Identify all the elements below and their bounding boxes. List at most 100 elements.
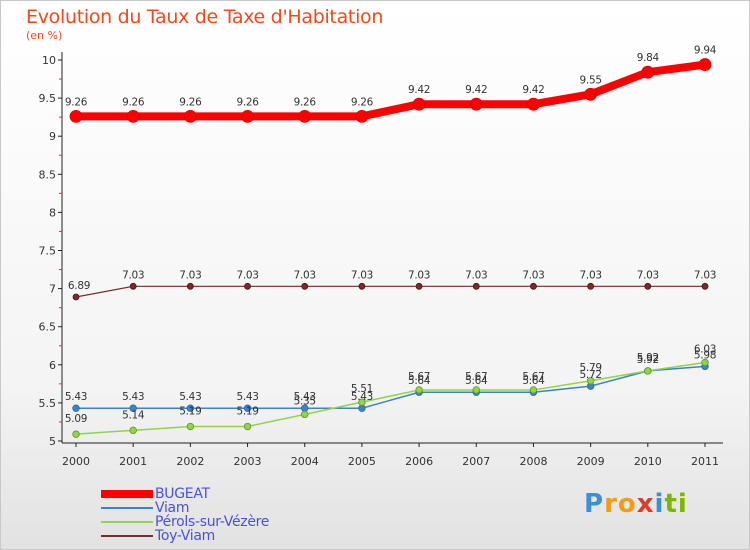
series-point-3 xyxy=(644,282,652,290)
y-tick-label: 5.5 xyxy=(39,397,57,410)
data-label: 9.26 xyxy=(351,96,374,108)
data-label: 7.03 xyxy=(179,269,201,281)
x-tick-label: 2000 xyxy=(62,455,90,468)
series-point-0 xyxy=(355,109,369,123)
data-label: 7.03 xyxy=(122,269,144,281)
series-point-2 xyxy=(129,426,137,435)
chart-title: Evolution du Taux de Taxe d'Habitation xyxy=(26,6,384,28)
x-tick-label: 2002 xyxy=(176,455,204,468)
series-point-2 xyxy=(586,377,595,385)
logo-letter: i xyxy=(677,489,688,519)
series-point-0 xyxy=(527,97,540,111)
series-point-0 xyxy=(126,109,140,123)
data-label: 5.92 xyxy=(637,352,659,364)
data-label: 5.92 xyxy=(637,354,659,366)
data-label: 9.26 xyxy=(179,96,202,108)
data-label: 5.43 xyxy=(122,391,144,403)
legend-swatch xyxy=(101,521,153,523)
series-point-3 xyxy=(129,282,137,290)
data-label: 5.64 xyxy=(522,375,545,387)
y-tick-label: 6.5 xyxy=(39,321,57,334)
data-label: 5.43 xyxy=(351,391,373,403)
data-label: 5.43 xyxy=(179,391,201,403)
logo-letter: r xyxy=(604,489,618,519)
series-point-1 xyxy=(72,404,80,412)
data-label: 9.26 xyxy=(122,96,145,108)
series-point-0 xyxy=(69,109,83,123)
series-point-0 xyxy=(241,109,254,123)
y-tick-label: 9 xyxy=(49,130,56,143)
legend-label: Toy-Viam xyxy=(155,528,215,544)
series-lines xyxy=(72,60,709,435)
series-line-2 xyxy=(75,361,706,435)
y-tick-label: 9.5 xyxy=(39,92,57,105)
x-tick-label: 2004 xyxy=(291,455,319,468)
series-point-1 xyxy=(358,404,366,412)
series-point-3 xyxy=(186,282,194,290)
data-label: 5.14 xyxy=(122,409,145,421)
y-tick-label: 7 xyxy=(49,283,56,296)
data-label: 5.67 xyxy=(522,371,544,383)
data-label: 5.09 xyxy=(65,413,87,425)
legend-label: Pérols-sur-Vézère xyxy=(155,514,270,530)
data-label: 5.43 xyxy=(294,391,316,403)
data-label: 5.98 xyxy=(694,349,716,361)
data-label: 5.19 xyxy=(236,406,258,418)
series-point-0 xyxy=(183,109,197,123)
series-point-3 xyxy=(587,282,595,290)
data-label: 9.26 xyxy=(65,96,88,108)
x-tick-label: 2001 xyxy=(119,455,147,468)
data-label: 5.79 xyxy=(580,362,602,374)
proxiti-logo: Proxiti xyxy=(584,489,688,519)
data-label: 5.19 xyxy=(179,406,201,418)
data-label: 5.35 xyxy=(294,395,316,407)
series-point-1 xyxy=(129,404,137,412)
legend-label: BUGEAT xyxy=(155,486,210,502)
data-label: 7.03 xyxy=(522,269,544,281)
data-label: 9.55 xyxy=(580,74,602,86)
data-label: 9.94 xyxy=(694,45,717,57)
data-label: 7.03 xyxy=(465,269,487,281)
data-label: 6.03 xyxy=(694,344,716,356)
legend-label: Viam xyxy=(155,500,190,516)
series-point-2 xyxy=(415,386,423,394)
series-point-3 xyxy=(72,293,80,301)
legend-swatch xyxy=(101,535,153,537)
y-tick-label: 8.5 xyxy=(39,168,57,181)
x-tick-label: 2009 xyxy=(577,455,605,468)
series-point-2 xyxy=(701,358,709,367)
data-label: 9.42 xyxy=(465,84,487,96)
x-tick-label: 2011 xyxy=(691,455,719,468)
y-tick-label: 6 xyxy=(49,359,56,372)
x-tick-label: 2005 xyxy=(348,455,376,468)
series-point-3 xyxy=(701,282,709,290)
data-label: 5.64 xyxy=(408,375,431,387)
logo-letter: P xyxy=(584,489,605,519)
data-label: 5.67 xyxy=(408,371,430,383)
data-label: 5.43 xyxy=(65,391,87,403)
axes: 5 5.5 6 6.5 7 7.5 8 8.5 9 9.5 10 2000 2001 2002 2003 20… xyxy=(39,52,723,468)
data-labels: 9.26 9.26 9.26 9.26 9.26 9.26 9.42 9.42 9.42 9.55… xyxy=(65,45,717,426)
series-point-2 xyxy=(186,422,195,431)
x-tick-label: 2006 xyxy=(405,455,433,468)
y-axis-unit: (en %) xyxy=(26,29,63,42)
data-label: 5.64 xyxy=(465,375,488,387)
data-label: 9.84 xyxy=(637,52,660,64)
series-point-1 xyxy=(186,404,195,412)
logo-letter: x xyxy=(636,489,655,519)
series-point-0 xyxy=(584,87,598,101)
data-label: 9.42 xyxy=(408,84,430,96)
x-tick-label: 2007 xyxy=(462,455,490,468)
data-label: 7.03 xyxy=(637,269,659,281)
series-point-2 xyxy=(529,386,538,394)
logo-letter: o xyxy=(617,489,637,519)
data-label: 5.67 xyxy=(465,371,487,383)
series-point-0 xyxy=(641,65,655,79)
series-point-0 xyxy=(412,97,426,111)
series-point-3 xyxy=(244,282,251,290)
series-point-2 xyxy=(301,410,309,419)
series-point-2 xyxy=(72,430,80,438)
series-point-2 xyxy=(358,398,366,406)
series-line-1 xyxy=(75,365,706,409)
